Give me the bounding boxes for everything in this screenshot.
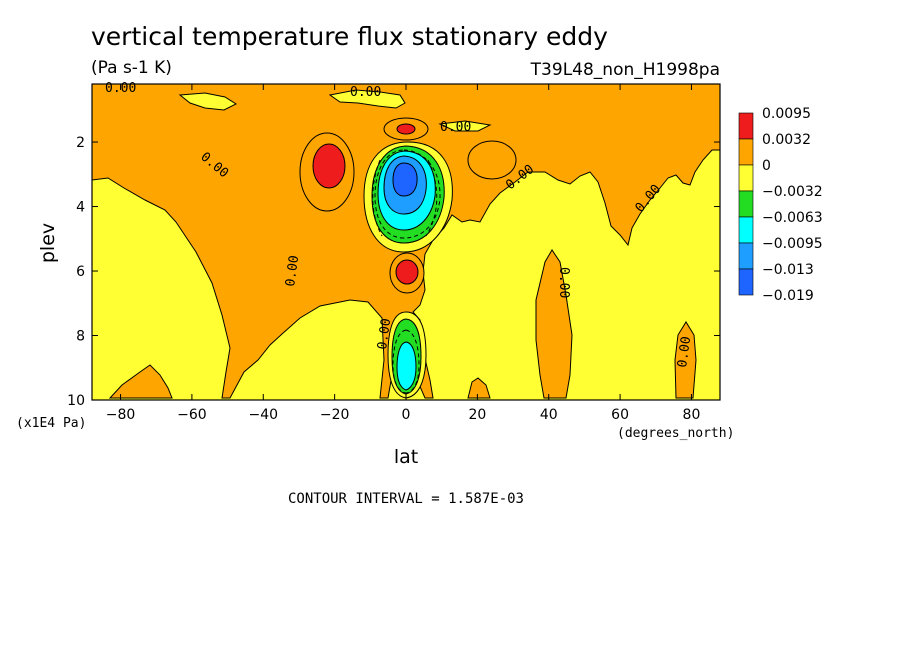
- y-tick-label: 10: [67, 393, 85, 409]
- contour-label: 0.00: [375, 317, 394, 350]
- contour-interval-label: CONTOUR INTERVAL = 1.587E-03: [288, 491, 524, 507]
- x-axis-title: lat: [394, 446, 418, 468]
- dataset-label: T39L48_non_H1998pa: [530, 60, 720, 80]
- y-tick-label: 6: [76, 264, 85, 280]
- legend-label: −0.0095: [762, 236, 823, 252]
- contour-label: 0.00: [556, 267, 571, 298]
- legend-label: 0.0032: [762, 132, 811, 148]
- chart-title: vertical temperature flux stationary edd…: [91, 22, 608, 51]
- legend-swatch: [738, 112, 754, 140]
- y-unit-label: (x1E4 Pa): [16, 416, 86, 431]
- positive-max-mid: [389, 252, 425, 294]
- near-zero-patch: [438, 120, 492, 132]
- legend-label: −0.0063: [762, 210, 823, 226]
- y-tick-label: 4: [76, 200, 85, 216]
- contour-label: 0.00: [440, 120, 471, 135]
- positive-tongue: [674, 321, 697, 399]
- x-tick-label: 60: [611, 407, 629, 423]
- y-tick-label: 8: [76, 329, 85, 345]
- positive-ring: [467, 140, 517, 180]
- y-axis: 2 4 6 8 10: [67, 135, 720, 409]
- x-tick-label: 40: [540, 407, 558, 423]
- near-zero-patch: [178, 92, 238, 111]
- near-zero-patch: [328, 89, 406, 109]
- legend-label: 0.0095: [762, 106, 811, 122]
- positive-max-nh: [299, 132, 355, 212]
- legend-label: 0: [762, 158, 771, 174]
- contour-label: 0.00: [283, 254, 302, 287]
- contour-label: 0.00: [675, 335, 694, 368]
- y-tick-label: 2: [76, 135, 85, 151]
- positive-tongue: [108, 364, 173, 399]
- legend-swatch: [738, 268, 754, 296]
- negative-cell-lower: [387, 311, 427, 399]
- dashed-contours: [372, 149, 441, 394]
- legend-label: −0.0032: [762, 184, 823, 200]
- legend-swatch: [738, 190, 754, 218]
- positive-max-top: [383, 117, 429, 141]
- legend-swatch: [738, 138, 754, 166]
- legend-label: −0.013: [762, 262, 814, 278]
- x-tick-label: 80: [683, 407, 701, 423]
- x-axis: −80 −60 −40 −20 0 20 40 60 80: [106, 84, 701, 423]
- positive-tongue: [535, 249, 573, 399]
- legend-label: −0.019: [762, 288, 814, 304]
- x-tick-label: −20: [320, 407, 350, 423]
- x-tick-label: −80: [106, 407, 136, 423]
- x-unit-label: (degrees_north): [617, 426, 734, 441]
- x-tick-label: −40: [248, 407, 278, 423]
- color-legend: 0.0095 0.0032 0 −0.0032 −0.0063 −0.0095 −0.013…: [738, 106, 823, 304]
- legend-swatch: [738, 242, 754, 270]
- contour-label: 0.00: [350, 85, 381, 100]
- x-tick-label: −60: [177, 407, 207, 423]
- units-label: (Pa s-1 K): [91, 58, 172, 78]
- legend-swatch: [738, 164, 754, 192]
- negative-cell-upper: [363, 141, 453, 253]
- contour-field: [92, 84, 720, 400]
- x-tick-label: 20: [468, 407, 486, 423]
- positive-tongue: [467, 377, 491, 399]
- x-tick-label: 0: [402, 407, 411, 423]
- legend-swatch: [738, 216, 754, 244]
- y-axis-title: plev: [37, 223, 59, 263]
